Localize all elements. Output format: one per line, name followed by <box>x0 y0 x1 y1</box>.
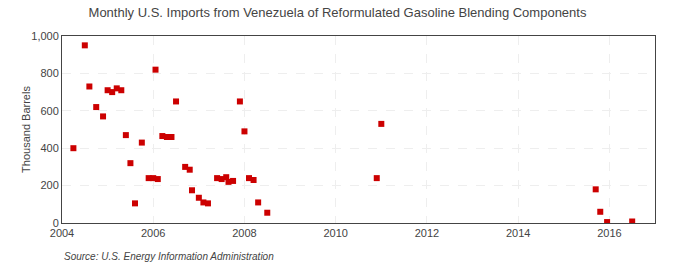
svg-text:0: 0 <box>53 217 59 229</box>
svg-text:2008: 2008 <box>232 227 256 239</box>
svg-text:2010: 2010 <box>323 227 347 239</box>
svg-text:Thousand Barrels: Thousand Barrels <box>20 86 32 173</box>
svg-text:200: 200 <box>40 179 58 191</box>
svg-text:Source: U.S. Energy Informatio: Source: U.S. Energy Information Administ… <box>64 251 274 262</box>
svg-text:1,000: 1,000 <box>31 30 59 42</box>
svg-text:2012: 2012 <box>415 227 439 239</box>
svg-text:2004: 2004 <box>50 227 74 239</box>
svg-text:2006: 2006 <box>141 227 165 239</box>
svg-text:2014: 2014 <box>506 227 530 239</box>
svg-text:400: 400 <box>40 142 58 154</box>
svg-text:600: 600 <box>40 105 58 117</box>
svg-text:Monthly U.S. Imports from Vene: Monthly U.S. Imports from Venezuela of R… <box>89 5 587 20</box>
svg-text:2016: 2016 <box>597 227 621 239</box>
svg-text:800: 800 <box>40 67 58 79</box>
